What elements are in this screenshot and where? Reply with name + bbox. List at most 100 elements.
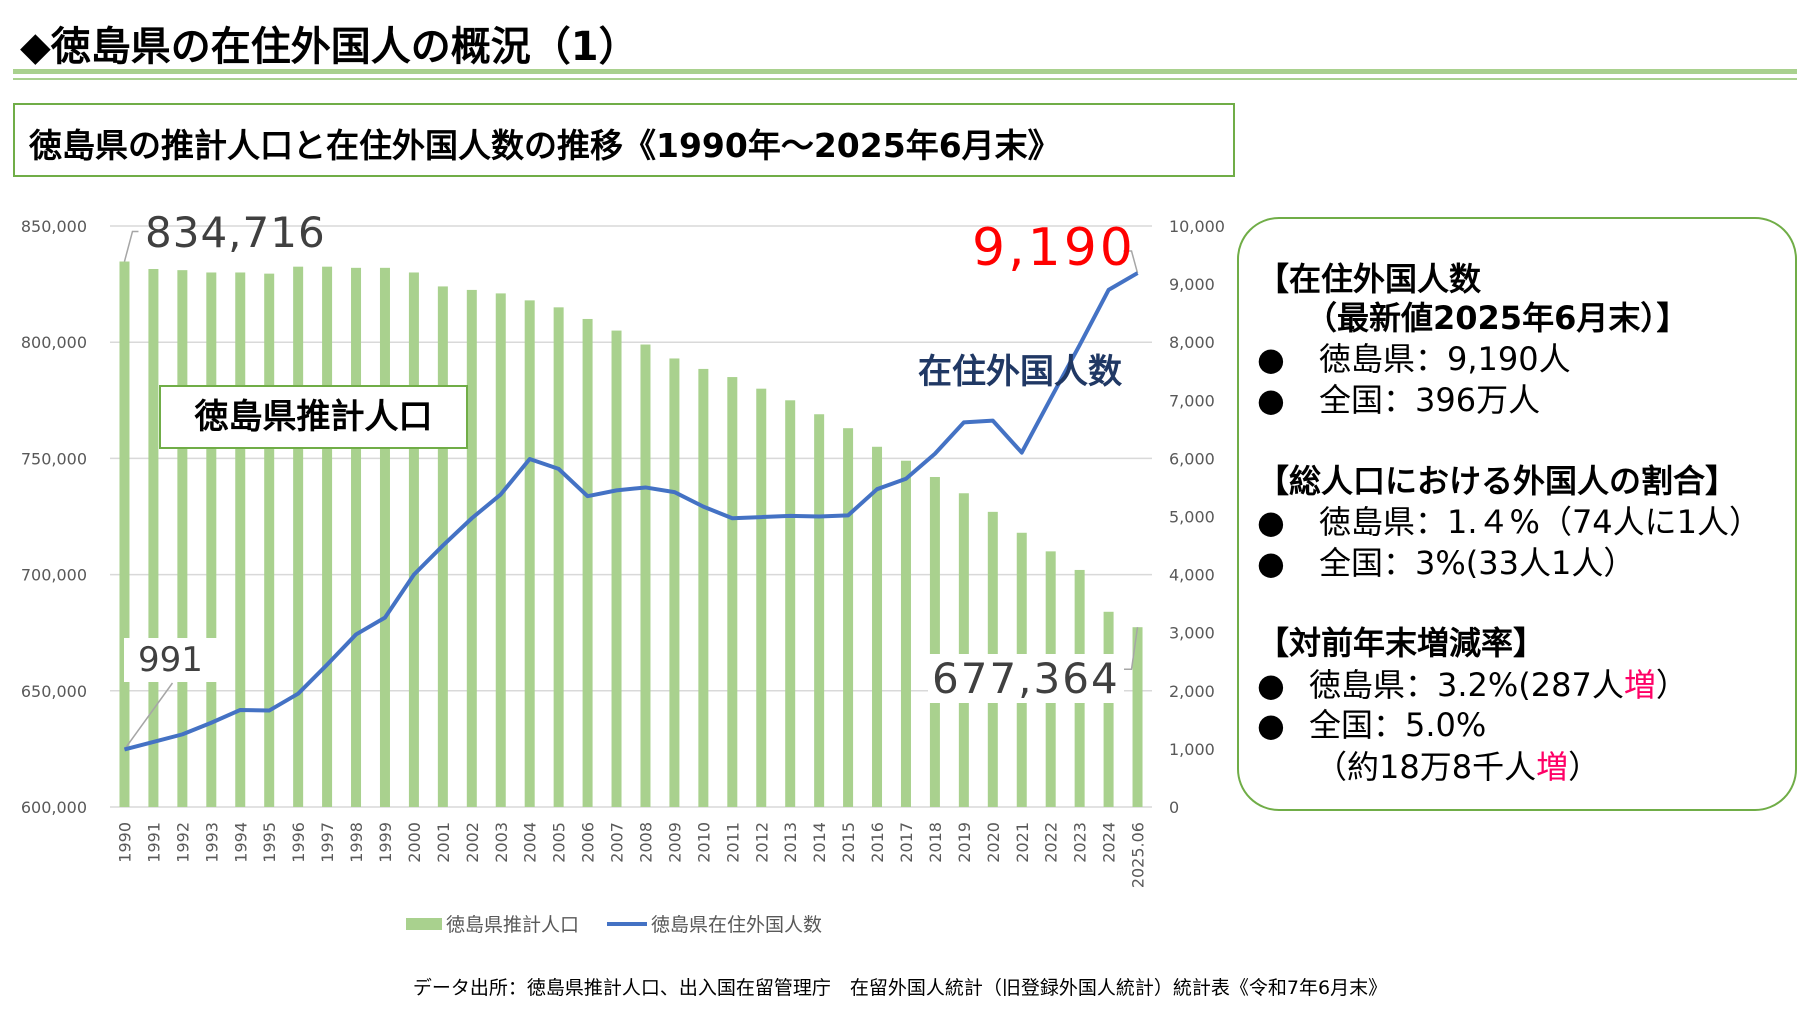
bullet-icon: ● [1257,544,1285,582]
list-item: 全国：5.0% [1309,706,1487,744]
x-axis-tick-label: 1990 [115,822,134,863]
x-axis-tick-label: 2012 [752,822,771,863]
x-axis-tick-label: 2001 [434,822,453,863]
bar [582,318,593,807]
x-axis-tick-label: 1997 [318,822,337,863]
bar [669,358,680,807]
bar [698,368,709,807]
data-label-last-foreign: 9,190 [972,218,1136,278]
x-axis-tick-label: 2013 [781,822,800,863]
x-axis-tick-label: 1996 [289,822,308,863]
list-item-detail: （約18万8千人 [1315,748,1537,786]
leader-line [1123,627,1139,670]
x-axis-tick-label: 2000 [405,822,424,863]
x-axis-tick-label: 1993 [202,822,221,863]
list-item: 全国：396万人 [1319,381,1541,419]
left-axis-tick-label: 850,000 [21,217,87,236]
left-axis-tick-label: 650,000 [21,682,87,701]
bar [177,270,188,807]
legend-swatch-bar [406,917,442,930]
legend-item-population: 徳島県推計人口 [406,910,579,937]
list-item-end: ） [1568,748,1601,786]
x-axis-tick-label: 2018 [926,822,945,863]
list-item: 徳島県：9,190人 [1319,340,1571,378]
title-divider-thin [13,78,1797,80]
x-axis-tick-label: 2014 [810,822,829,863]
line-path [123,271,1139,752]
line-series [123,271,1139,752]
list-item: 徳島県：1.４%（74人に1人） [1319,503,1762,541]
bar [408,272,419,808]
x-axis-tick-label: 2007 [608,822,627,863]
x-axis-tick-label: 2011 [723,822,742,863]
left-axis-ticks: 600,000 650,000 700,000 750,000 800,000 850,0… [21,217,87,817]
right-axis-tick-label: 4,000 [1169,566,1215,585]
x-axis-tick-label: 2021 [1013,822,1032,863]
x-axis-tick-label: 2022 [1042,822,1061,863]
section-heading: 【対前年末増減率】 [1257,624,1546,662]
source-note: データ出所：徳島県推計人口、出入国在留管理庁 在留外国人統計（旧登録外国人統計）… [412,977,1388,999]
section-heading: 【在住外国人数 [1257,260,1482,298]
x-axis-tick-label: 2023 [1071,822,1090,863]
leader-line [123,230,139,262]
bar [1103,611,1114,807]
x-axis-tick-label: 2019 [955,822,974,863]
legend-label: 徳島県推計人口 [446,914,580,936]
right-axis-tick-label: 2,000 [1169,682,1215,701]
bar [872,446,883,807]
list-item-end: ） [1655,666,1688,704]
x-axis-tick-label: 2009 [665,822,684,863]
bullet-icon: ● [1257,666,1285,704]
right-axis-tick-label: 5,000 [1169,508,1215,527]
right-axis-tick-label: 8,000 [1169,333,1215,352]
bar [958,493,969,807]
leader-line [123,682,174,750]
legend-item-foreign: 徳島県在住外国人数 [607,910,822,937]
x-axis-tick-label: 2024 [1100,822,1119,863]
x-axis-tick-label: 2005 [550,822,569,863]
right-axis-tick-label: 6,000 [1169,449,1215,468]
increase-highlight: 増 [1536,748,1569,786]
left-axis-tick-label: 800,000 [21,333,87,352]
bar [495,293,506,807]
x-axis-tick-label: 2003 [492,822,511,863]
x-axis-tick-label: 2006 [579,822,598,863]
x-axis-tick-label: 1998 [347,822,366,863]
right-axis-tick-label: 0 [1169,798,1179,817]
bar [264,273,275,808]
data-label-first-population: 834,716 [145,208,326,257]
right-axis-tick-label: 1,000 [1169,740,1215,759]
list-item: 徳島県：3.2%(287人 [1309,666,1624,704]
bullet-icon: ● [1257,706,1285,744]
increase-highlight: 増 [1623,666,1656,704]
bar [119,261,130,807]
bar [1132,627,1143,807]
left-axis-tick-label: 600,000 [21,798,87,817]
chart-title: 徳島県の推計人口と在住外国人数の推移《1990年～2025年6月末》 [29,126,1061,165]
bar [235,272,246,808]
bar [900,460,911,807]
bar [553,307,564,807]
x-axis-ticks: 1990 1991 1992 1993 1994 1995 1996 1997 1998 1999… [115,822,1147,888]
x-axis-tick-label: 2016 [868,822,887,863]
right-axis-ticks: 0 1,000 2,000 3,000 4,000 5,000 6,000 7,000 8,00… [1169,217,1225,817]
bar [843,428,854,807]
data-label-first-foreign: 991 [124,638,217,682]
bar [727,377,738,807]
section-heading: 【総人口における外国人の割合】 [1257,462,1738,500]
list-item: 全国：3%(33人1人） [1319,544,1636,582]
bar [756,388,767,807]
x-axis-tick-label: 2015 [839,822,858,863]
bar [148,268,159,807]
foreign-series-label: 在住外国人数 [918,352,1122,392]
bullet-icon: ● [1257,340,1285,378]
leader-line [1123,250,1139,274]
population-series-label: 徳島県推計人口 [159,385,468,449]
bar [640,344,651,807]
bar [379,267,390,807]
legend-label: 徳島県在住外国人数 [651,914,823,936]
x-axis-tick-label: 2020 [984,822,1003,863]
section-subheading: （最新値2025年6月末）】 [1305,299,1689,337]
x-axis-tick-label: 2017 [897,822,916,863]
right-axis-tick-label: 3,000 [1169,624,1215,643]
